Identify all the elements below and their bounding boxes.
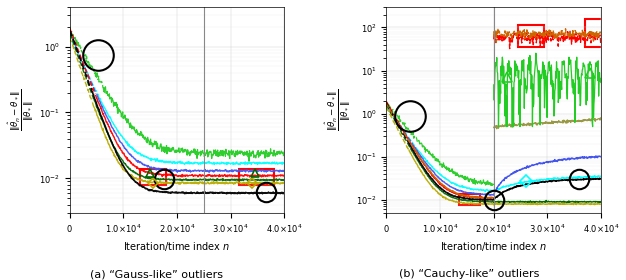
X-axis label: Iteration/time index $n$: Iteration/time index $n$ — [440, 241, 547, 253]
Y-axis label: $\frac{\|\hat{\theta}_n-\theta_*\|}{\|\theta_*\|}$: $\frac{\|\hat{\theta}_n-\theta_*\|}{\|\t… — [324, 89, 353, 131]
Bar — [518, 25, 545, 47]
Text: (b) “Cauchy-like” outliers: (b) “Cauchy-like” outliers — [399, 269, 540, 279]
Bar — [459, 194, 480, 205]
X-axis label: Iteration/time index $n$: Iteration/time index $n$ — [123, 241, 231, 253]
Bar — [140, 169, 167, 185]
Y-axis label: $\frac{\|\hat{\theta}_n-\theta_*\|}{\|\theta_*\|}$: $\frac{\|\hat{\theta}_n-\theta_*\|}{\|\t… — [7, 89, 36, 131]
Bar — [239, 169, 274, 185]
Bar — [585, 19, 606, 47]
Text: (a) “Gauss-like” outliers: (a) “Gauss-like” outliers — [90, 269, 223, 279]
